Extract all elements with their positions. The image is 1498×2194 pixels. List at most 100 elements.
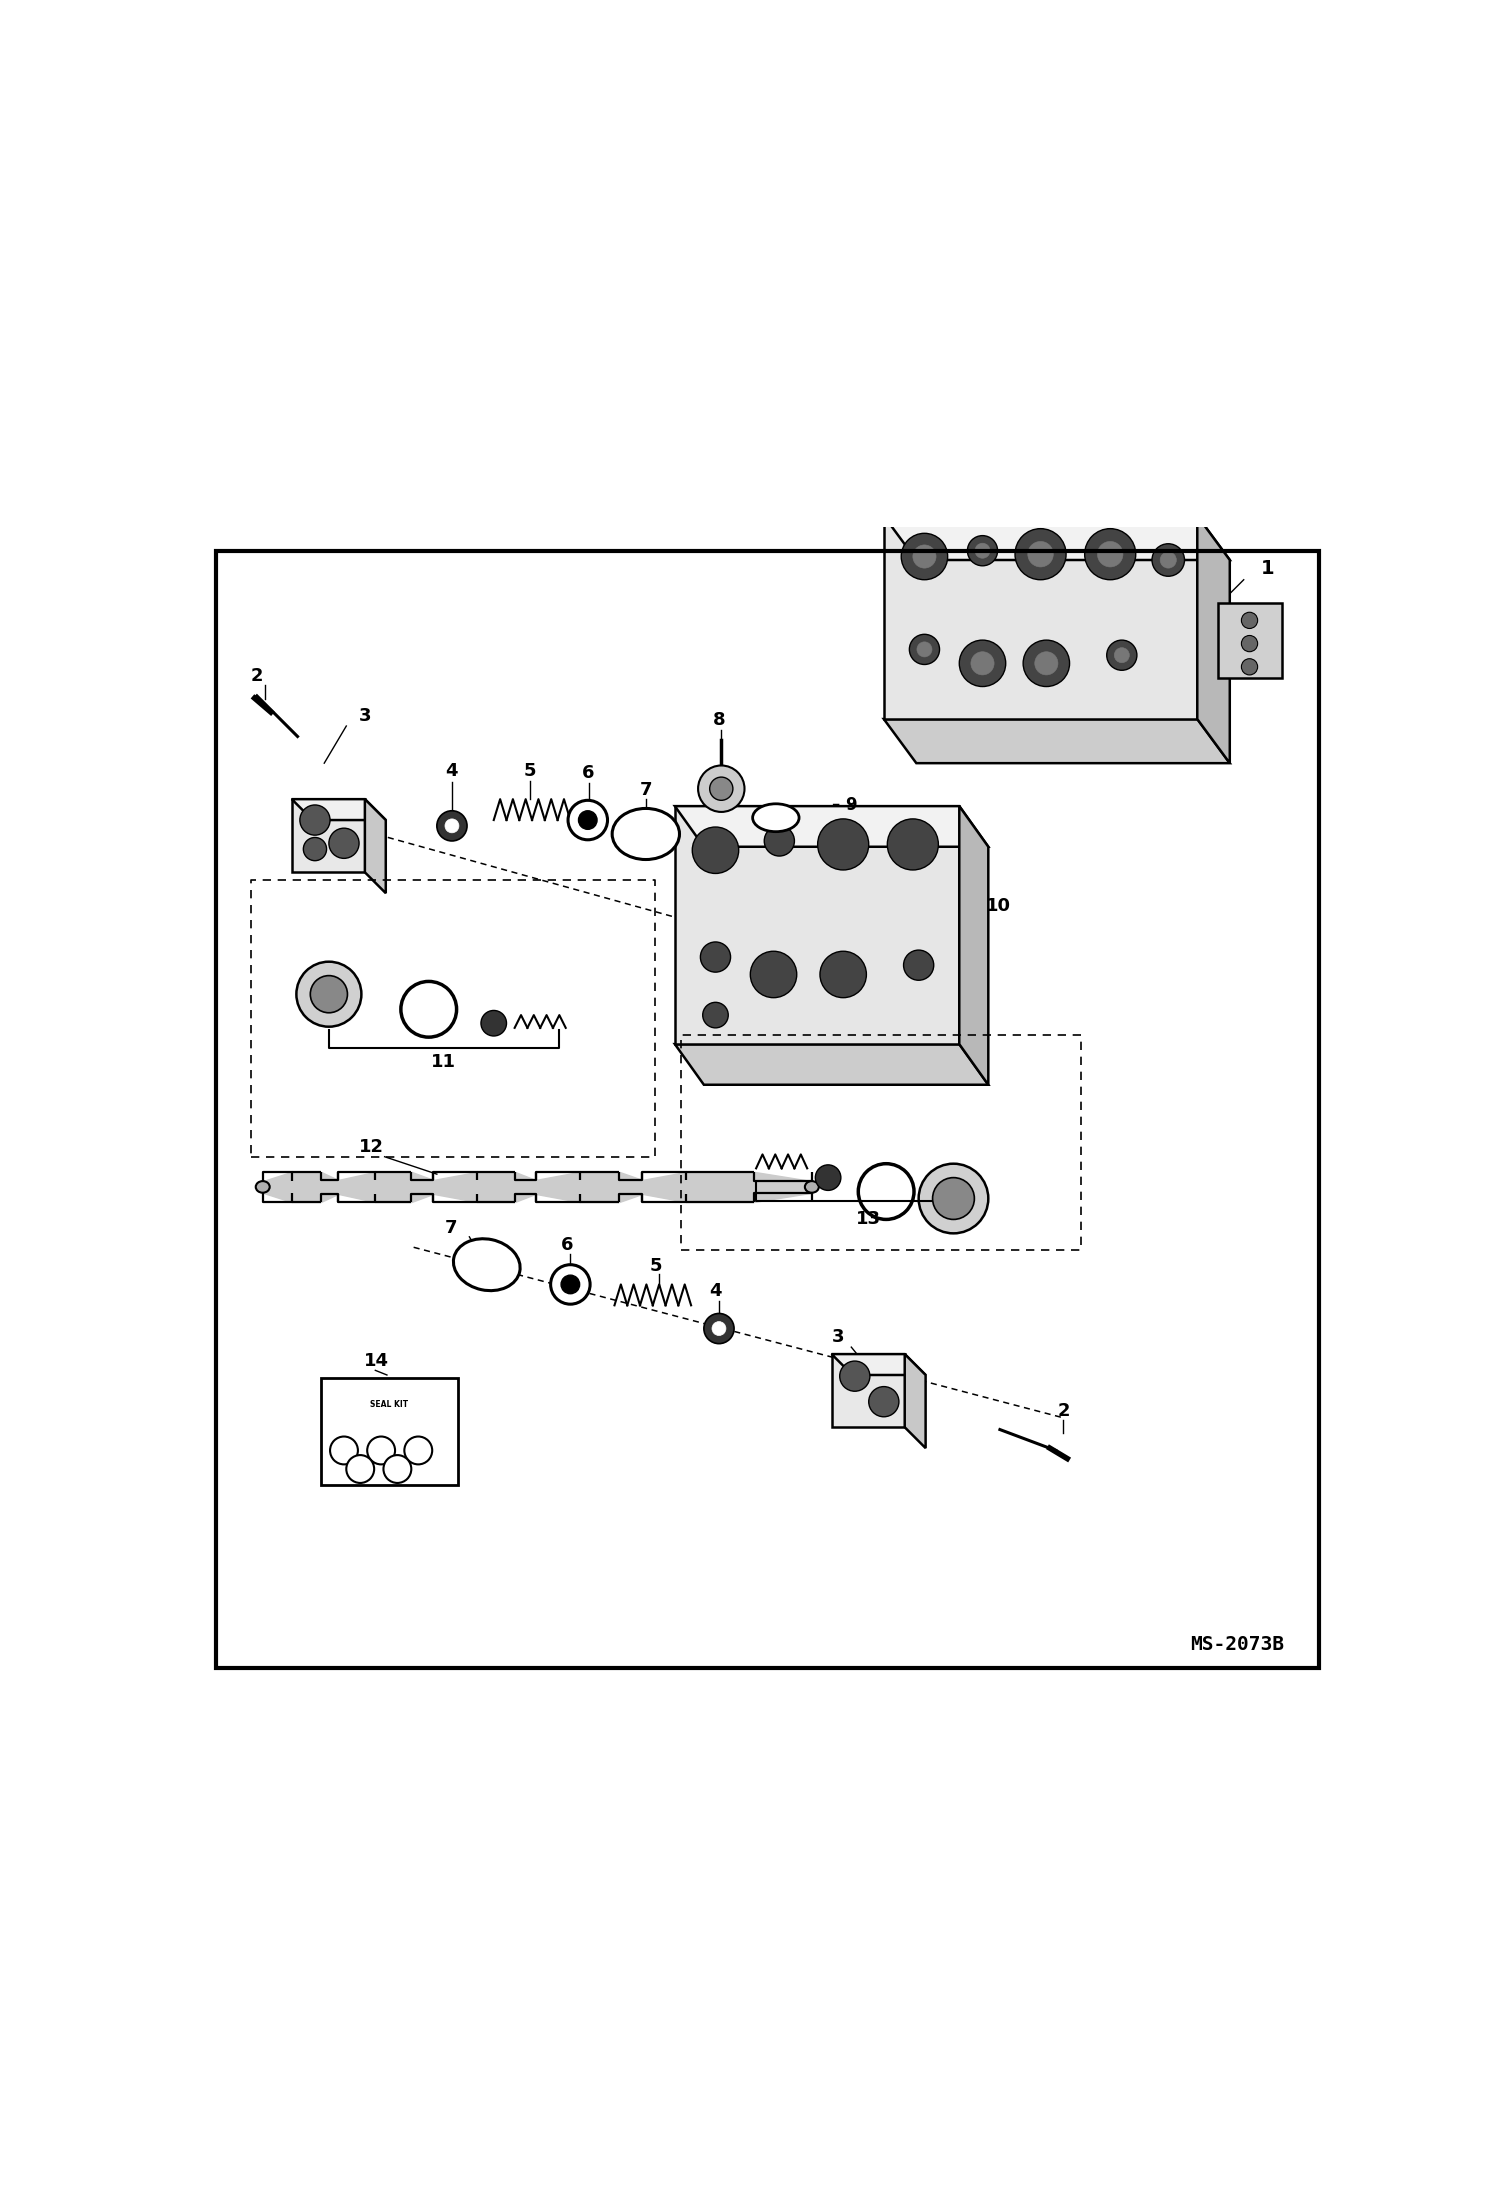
Ellipse shape	[752, 803, 798, 832]
Circle shape	[1159, 553, 1176, 568]
Text: 14: 14	[364, 1352, 388, 1369]
Text: 5: 5	[524, 761, 536, 779]
Text: 1: 1	[1261, 559, 1275, 577]
Text: MS-2073B: MS-2073B	[1191, 1635, 1284, 1654]
Circle shape	[578, 812, 598, 829]
Circle shape	[712, 1321, 727, 1336]
Circle shape	[912, 544, 936, 568]
Ellipse shape	[804, 1180, 819, 1194]
Ellipse shape	[454, 1240, 520, 1290]
Circle shape	[551, 1264, 590, 1303]
Circle shape	[346, 1455, 374, 1483]
Circle shape	[1107, 641, 1137, 671]
Polygon shape	[959, 805, 989, 1084]
Text: 2: 2	[1058, 1402, 1071, 1420]
Polygon shape	[884, 516, 1197, 720]
Circle shape	[330, 827, 360, 858]
Circle shape	[1242, 658, 1258, 676]
Text: 6: 6	[562, 1235, 574, 1253]
Ellipse shape	[256, 1180, 270, 1194]
Circle shape	[815, 1165, 840, 1191]
Circle shape	[887, 818, 938, 871]
Circle shape	[1152, 544, 1185, 577]
Text: 7: 7	[445, 1220, 457, 1237]
Text: 6: 6	[581, 764, 595, 783]
Circle shape	[971, 652, 995, 676]
Text: 4: 4	[445, 761, 457, 779]
Circle shape	[1242, 636, 1258, 652]
Circle shape	[562, 1275, 580, 1294]
Polygon shape	[831, 1354, 926, 1376]
Circle shape	[310, 976, 348, 1014]
Circle shape	[1242, 612, 1258, 627]
Circle shape	[367, 1437, 395, 1463]
Text: SEAL KIT: SEAL KIT	[370, 1400, 409, 1409]
Circle shape	[481, 1011, 506, 1036]
Polygon shape	[1197, 516, 1230, 764]
Circle shape	[401, 981, 457, 1038]
Circle shape	[917, 643, 932, 656]
Text: 11: 11	[431, 1053, 455, 1071]
Text: 5: 5	[649, 1257, 662, 1275]
Circle shape	[975, 544, 990, 557]
Polygon shape	[884, 516, 1230, 559]
Circle shape	[903, 950, 933, 981]
Text: 12: 12	[360, 1139, 383, 1156]
Ellipse shape	[613, 807, 680, 860]
Circle shape	[750, 952, 797, 998]
Circle shape	[404, 1437, 433, 1463]
Circle shape	[968, 535, 998, 566]
Circle shape	[300, 805, 330, 836]
Circle shape	[710, 777, 733, 801]
Circle shape	[918, 1163, 989, 1233]
Circle shape	[869, 1387, 899, 1417]
Circle shape	[1035, 652, 1058, 676]
Polygon shape	[366, 799, 386, 893]
Text: – 9: – 9	[831, 796, 857, 814]
Circle shape	[568, 801, 608, 840]
Polygon shape	[674, 805, 989, 847]
Circle shape	[1028, 542, 1053, 566]
Circle shape	[909, 634, 939, 665]
Circle shape	[297, 961, 361, 1027]
Circle shape	[445, 818, 458, 834]
Circle shape	[1023, 641, 1070, 687]
Polygon shape	[292, 799, 366, 873]
Circle shape	[704, 1314, 734, 1343]
Circle shape	[902, 533, 948, 579]
Circle shape	[701, 941, 731, 972]
Text: 3: 3	[360, 706, 372, 726]
Circle shape	[818, 818, 869, 871]
Bar	[321, 1378, 458, 1485]
Polygon shape	[674, 805, 959, 1044]
Circle shape	[819, 952, 866, 998]
Circle shape	[933, 1178, 974, 1220]
Circle shape	[764, 825, 794, 856]
Polygon shape	[674, 1044, 989, 1084]
Text: 4: 4	[710, 1281, 722, 1301]
Circle shape	[840, 1360, 870, 1391]
Circle shape	[858, 1163, 914, 1220]
Circle shape	[692, 827, 739, 873]
Circle shape	[1085, 529, 1135, 579]
Polygon shape	[905, 1354, 926, 1448]
Text: 3: 3	[831, 1330, 843, 1347]
Text: 10: 10	[986, 897, 1011, 915]
Circle shape	[1098, 542, 1124, 566]
Polygon shape	[884, 720, 1230, 764]
Text: 2: 2	[252, 667, 264, 685]
Circle shape	[703, 1003, 728, 1027]
Text: 8: 8	[713, 711, 727, 728]
Text: 7: 7	[640, 781, 653, 799]
Circle shape	[1115, 647, 1129, 663]
Circle shape	[383, 1455, 412, 1483]
Circle shape	[698, 766, 745, 812]
Circle shape	[330, 1437, 358, 1463]
Polygon shape	[1218, 603, 1282, 678]
Polygon shape	[292, 799, 386, 821]
Circle shape	[303, 838, 327, 860]
Circle shape	[959, 641, 1005, 687]
Circle shape	[1016, 529, 1067, 579]
Circle shape	[437, 812, 467, 840]
Polygon shape	[831, 1354, 905, 1428]
